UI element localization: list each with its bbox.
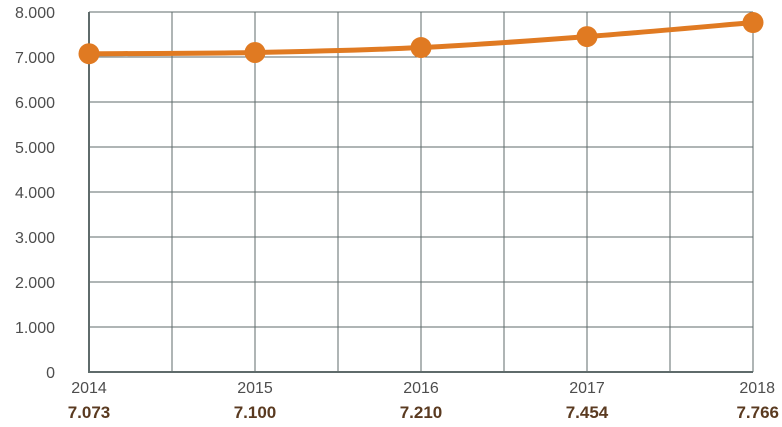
x-tick-label: 2017 bbox=[569, 380, 605, 397]
y-tick-label: 8.000 bbox=[15, 5, 55, 22]
x-tick-label: 2018 bbox=[739, 380, 775, 397]
y-tick-label: 4.000 bbox=[15, 185, 55, 202]
y-tick-label: 2.000 bbox=[15, 275, 55, 292]
y-tick-label: 5.000 bbox=[15, 140, 55, 157]
y-tick-label: 6.000 bbox=[15, 95, 55, 112]
x-axis-ticks: 2014 2015 2016 2017 2018 bbox=[71, 380, 775, 397]
data-point-2014 bbox=[78, 43, 100, 65]
grid bbox=[89, 11, 754, 372]
x-tick-label: 2016 bbox=[403, 380, 439, 397]
data-point-2016 bbox=[410, 37, 432, 59]
x-tick-label: 2015 bbox=[237, 380, 273, 397]
data-label: 7.210 bbox=[400, 403, 443, 422]
axes bbox=[88, 12, 753, 373]
x-tick-label: 2014 bbox=[71, 380, 107, 397]
data-point-2015 bbox=[244, 42, 266, 63]
data-label: 7.100 bbox=[234, 403, 277, 422]
y-tick-label: 3.000 bbox=[15, 230, 55, 247]
data-point-2018 bbox=[742, 12, 764, 34]
y-tick-label: 0 bbox=[46, 365, 55, 382]
data-labels: 7.073 7.100 7.210 7.454 7.766 bbox=[68, 403, 779, 422]
data-label: 7.454 bbox=[566, 403, 609, 422]
y-axis-ticks: 0 1.000 2.000 3.000 4.000 5.000 6.000 7.000 8.00… bbox=[15, 5, 55, 382]
data-label: 7.073 bbox=[68, 403, 111, 422]
series-markers bbox=[78, 12, 764, 65]
y-tick-label: 7.000 bbox=[15, 50, 55, 67]
y-tick-label: 1.000 bbox=[15, 320, 55, 337]
data-point-2017 bbox=[576, 26, 598, 48]
data-label: 7.766 bbox=[736, 403, 779, 422]
